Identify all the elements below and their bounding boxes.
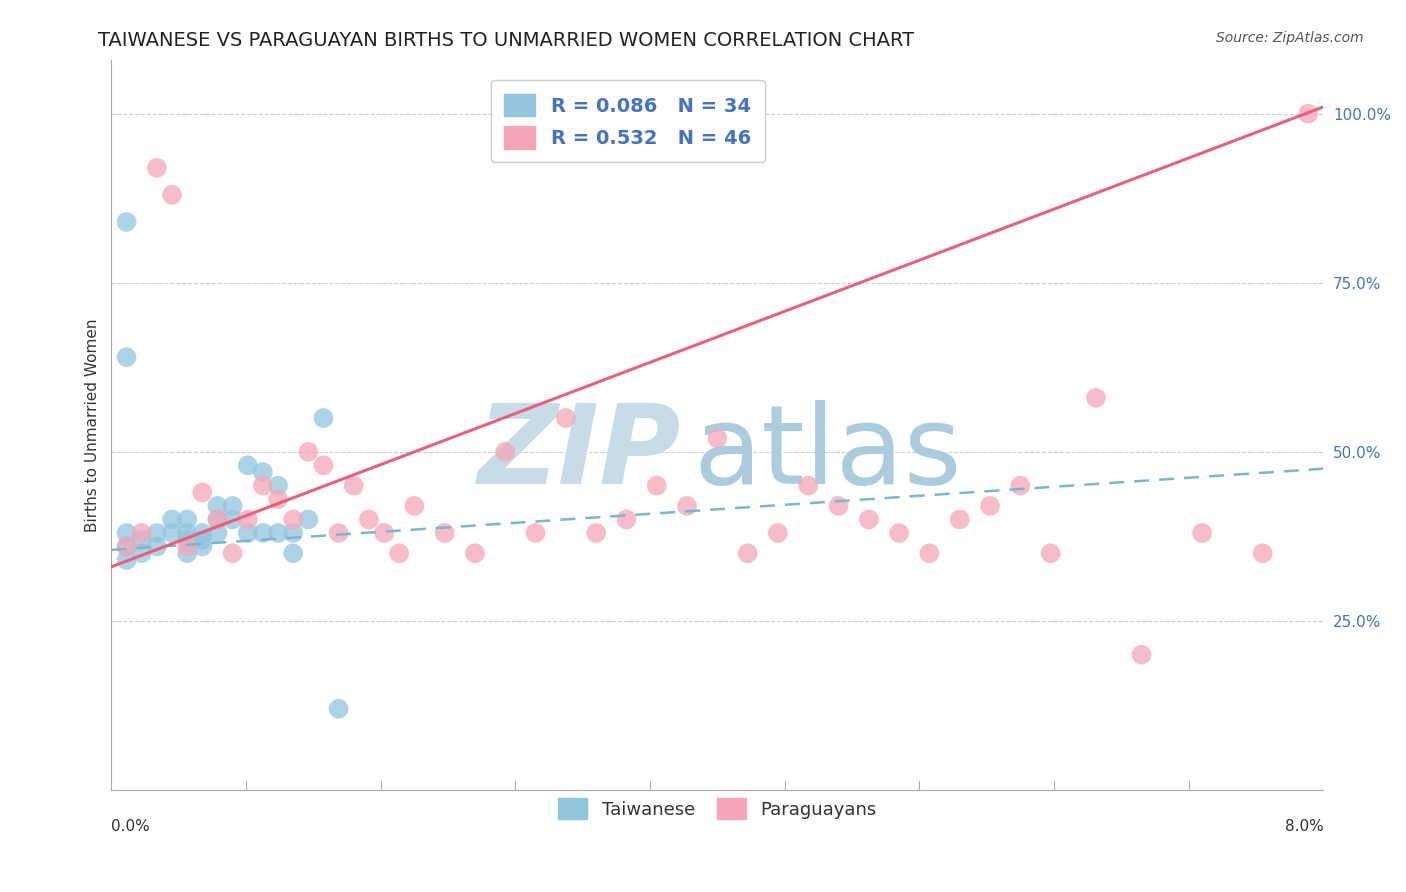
Point [267, 492, 290, 507]
Point [176, 525, 198, 540]
Point [267, 525, 290, 540]
Text: TAIWANESE VS PARAGUAYAN BIRTHS TO UNMARRIED WOMEN CORRELATION CHART: TAIWANESE VS PARAGUAYAN BIRTHS TO UNMARR… [98, 31, 914, 50]
Point [115, 350, 138, 364]
Point [267, 478, 290, 492]
Point [1039, 546, 1062, 560]
Point [388, 546, 411, 560]
Point [191, 525, 214, 540]
Point [115, 540, 138, 554]
Point [827, 499, 849, 513]
Point [176, 512, 198, 526]
Point [236, 525, 259, 540]
Text: 0.0%: 0.0% [111, 819, 150, 834]
Point [524, 525, 547, 540]
Text: atlas: atlas [693, 401, 962, 508]
Point [283, 512, 305, 526]
Point [297, 512, 319, 526]
Point [585, 525, 607, 540]
Point [706, 431, 728, 445]
Point [737, 546, 759, 560]
Point [297, 445, 319, 459]
Point [312, 458, 335, 473]
Point [191, 485, 214, 500]
Point [494, 445, 516, 459]
Point [221, 546, 243, 560]
Point [146, 540, 169, 554]
Point [207, 499, 229, 513]
Point [1251, 546, 1274, 560]
Point [115, 215, 138, 229]
Point [373, 525, 395, 540]
Point [797, 478, 820, 492]
Point [236, 512, 259, 526]
Point [404, 499, 426, 513]
Point [616, 512, 638, 526]
Point [328, 525, 350, 540]
Point [146, 161, 169, 175]
Point [176, 533, 198, 547]
Point [283, 525, 305, 540]
Point [858, 512, 880, 526]
Point [131, 525, 153, 540]
Point [949, 512, 972, 526]
Point [554, 411, 576, 425]
Point [1191, 525, 1213, 540]
Point [236, 458, 259, 473]
Point [283, 546, 305, 560]
Point [207, 525, 229, 540]
Legend: Taiwanese, Paraguayans: Taiwanese, Paraguayans [550, 789, 886, 829]
Point [1085, 391, 1108, 405]
Point [191, 533, 214, 547]
Point [115, 553, 138, 567]
Point [918, 546, 941, 560]
Point [160, 512, 183, 526]
Point [221, 512, 243, 526]
Point [160, 525, 183, 540]
Point [160, 187, 183, 202]
Point [312, 411, 335, 425]
Point [464, 546, 486, 560]
Point [131, 546, 153, 560]
Point [191, 540, 214, 554]
Point [252, 525, 274, 540]
Point [645, 478, 668, 492]
Point [252, 465, 274, 479]
Point [887, 525, 910, 540]
Point [146, 525, 169, 540]
Point [979, 499, 1001, 513]
Point [176, 546, 198, 560]
Point [115, 540, 138, 554]
Point [766, 525, 789, 540]
Point [221, 499, 243, 513]
Point [176, 540, 198, 554]
Point [252, 478, 274, 492]
Point [115, 525, 138, 540]
Point [1296, 106, 1319, 120]
Y-axis label: Births to Unmarried Women: Births to Unmarried Women [86, 318, 100, 532]
Point [433, 525, 456, 540]
Point [328, 702, 350, 716]
Point [1010, 478, 1032, 492]
Point [1130, 648, 1153, 662]
Point [207, 512, 229, 526]
Text: Source: ZipAtlas.com: Source: ZipAtlas.com [1216, 31, 1364, 45]
Text: ZIP: ZIP [478, 401, 681, 508]
Point [676, 499, 699, 513]
Point [343, 478, 366, 492]
Point [207, 512, 229, 526]
Text: 8.0%: 8.0% [1285, 819, 1323, 834]
Point [131, 533, 153, 547]
Point [357, 512, 380, 526]
